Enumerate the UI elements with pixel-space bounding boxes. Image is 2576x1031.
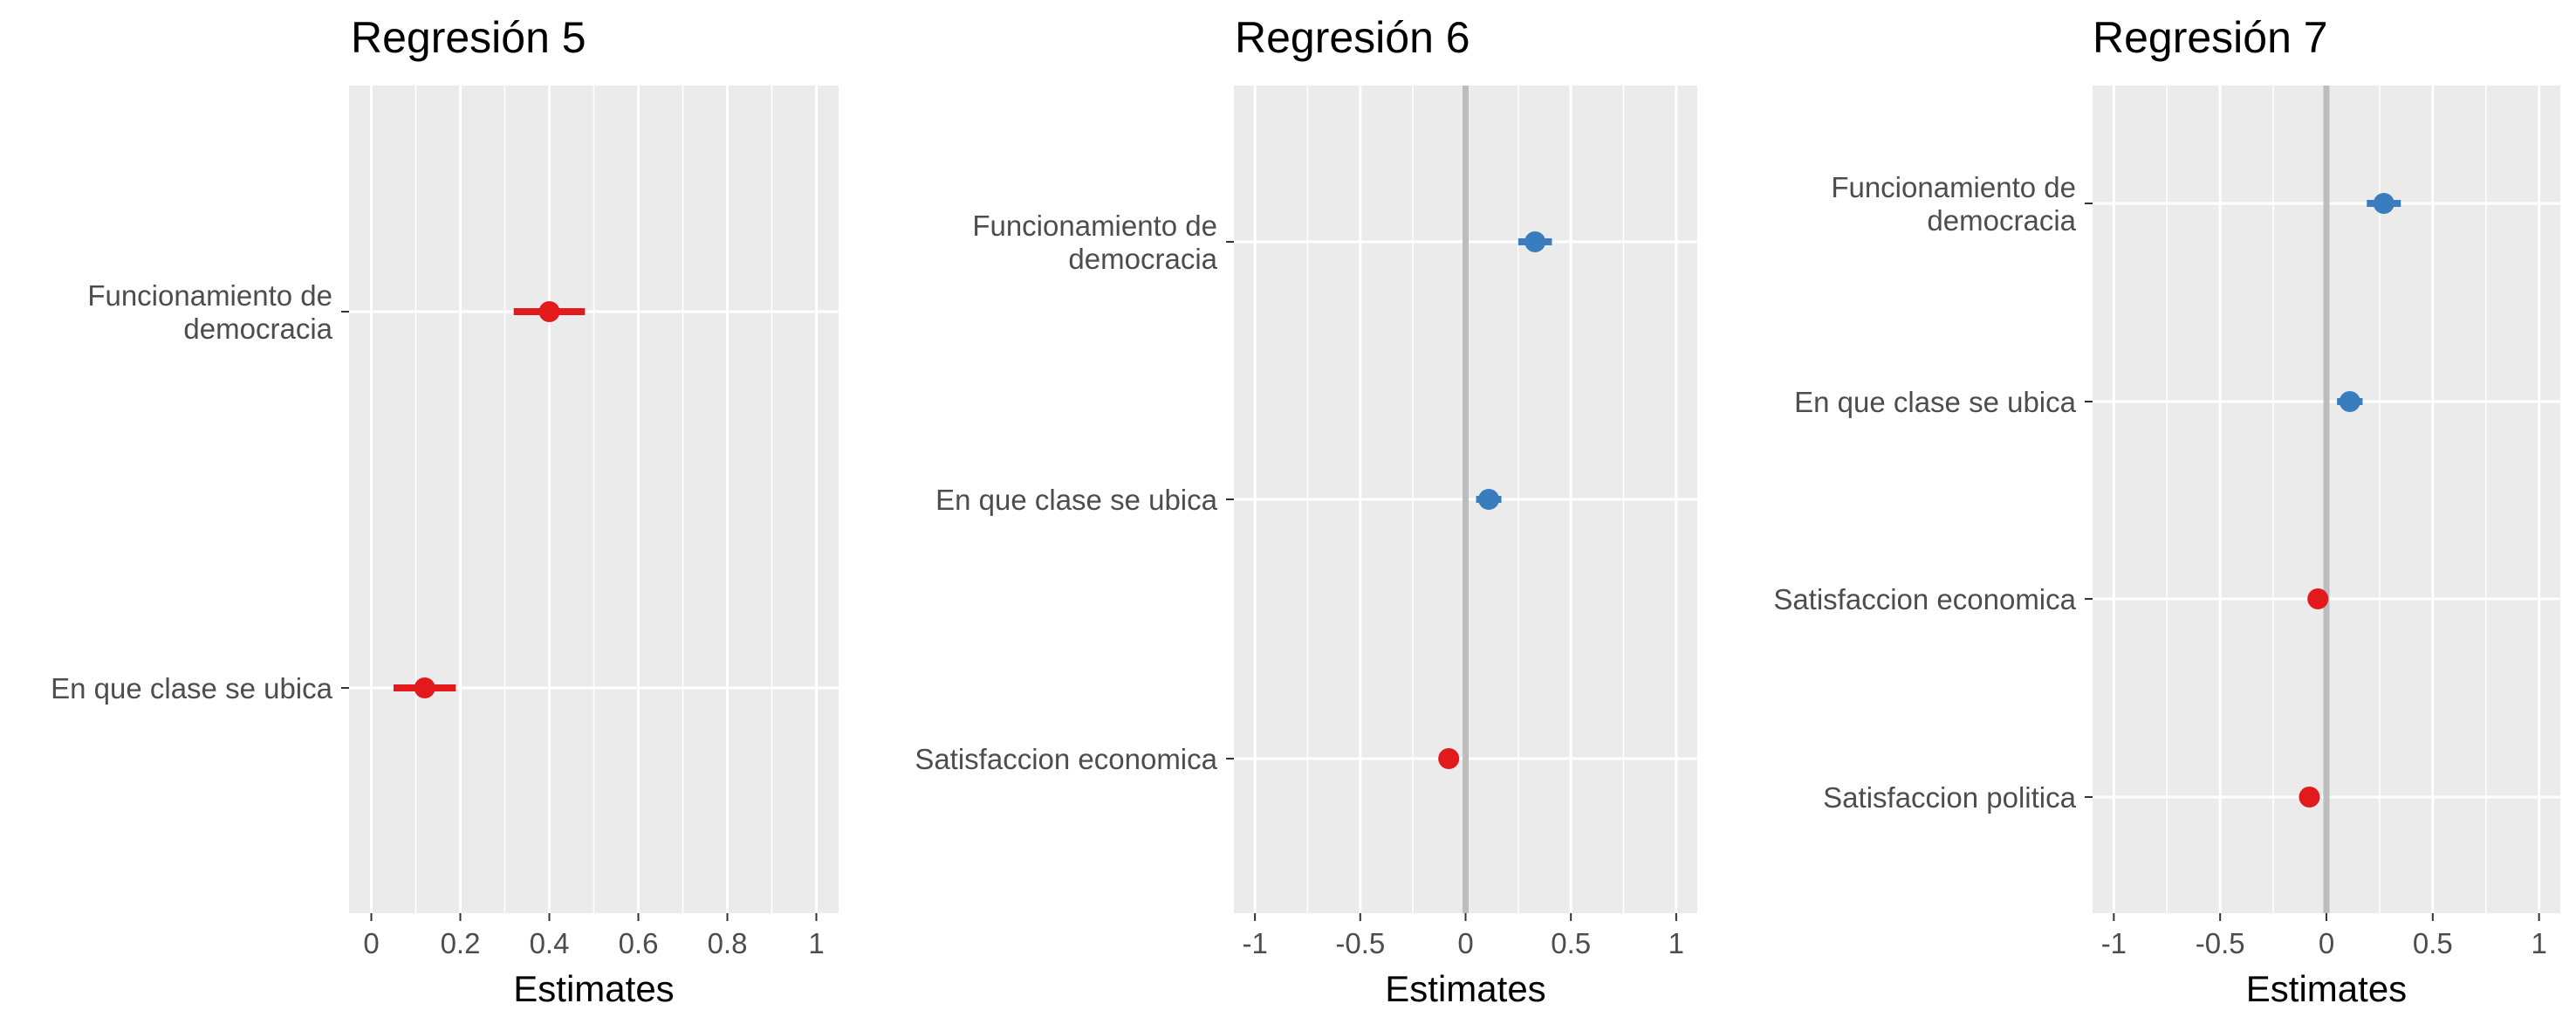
estimate-point (1524, 231, 1546, 252)
panel-title: Regresión 5 (351, 13, 586, 62)
estimate-point (1438, 748, 1460, 769)
term-label: democracia (1068, 243, 1217, 275)
regression-panel-3: Regresión 7 -1 -0.5 0 0.5 1 Estimates Funcionam… (1773, 13, 2560, 1009)
x-tick-label: 1 (1668, 927, 1684, 959)
x-tick-label: 1 (808, 927, 824, 959)
term-label: En que clase se ubica (935, 484, 1218, 516)
regression-panel-2: Regresión 6 -1 -0.5 0 0.5 1 Estimates Funcionam… (915, 13, 1697, 1009)
x-tick-label: -1 (2101, 927, 2127, 959)
estimate-point (414, 677, 435, 698)
term-label: En que clase se ubica (51, 672, 333, 705)
term-label: En que clase se ubica (1794, 386, 2077, 418)
term-label: Funcionamiento de (1831, 171, 2076, 203)
x-tick-label: 0.8 (708, 927, 748, 959)
x-tick-label: 0.4 (530, 927, 570, 959)
x-tick-label: 0 (2319, 927, 2334, 959)
x-tick-label: -1 (1242, 927, 1267, 959)
estimate-point (2299, 787, 2320, 808)
estimate-point (2307, 588, 2329, 609)
x-axis-title: Estimates (2246, 968, 2407, 1009)
term-label: Funcionamiento de (972, 210, 1217, 242)
estimate-point (538, 301, 560, 322)
estimate-point (1478, 489, 1500, 510)
term-label: Funcionamiento de (87, 279, 332, 312)
term-label: Satisfaccion politica (1823, 781, 2076, 814)
estimate-point (2373, 193, 2394, 214)
panel-title: Regresión 6 (1235, 13, 1470, 62)
x-axis-title: Estimates (1385, 968, 1545, 1009)
x-tick-label: 0.5 (1551, 927, 1591, 959)
x-tick-label: 0 (1457, 927, 1473, 959)
estimate-point (2339, 391, 2360, 412)
term-label: Satisfaccion economica (1773, 583, 2076, 615)
x-tick-label: 0 (363, 927, 379, 959)
term-label: democracia (1927, 204, 2076, 237)
x-tick-label: 0.2 (441, 927, 481, 959)
x-tick-label: 0.5 (2413, 927, 2453, 959)
x-tick-label: 0.6 (619, 927, 659, 959)
x-tick-label: -0.5 (1335, 927, 1385, 959)
panel-title: Regresión 7 (2093, 13, 2328, 62)
x-axis-title: Estimates (513, 968, 674, 1009)
term-label: Satisfaccion economica (915, 743, 1217, 775)
regression-panel-1: Regresión 5 0 0.2 0.4 0.6 0.8 1 Estimates Funcio… (51, 13, 839, 1009)
x-tick-label: -0.5 (2196, 927, 2245, 959)
term-label: democracia (183, 313, 332, 345)
x-tick-label: 1 (2531, 927, 2546, 959)
